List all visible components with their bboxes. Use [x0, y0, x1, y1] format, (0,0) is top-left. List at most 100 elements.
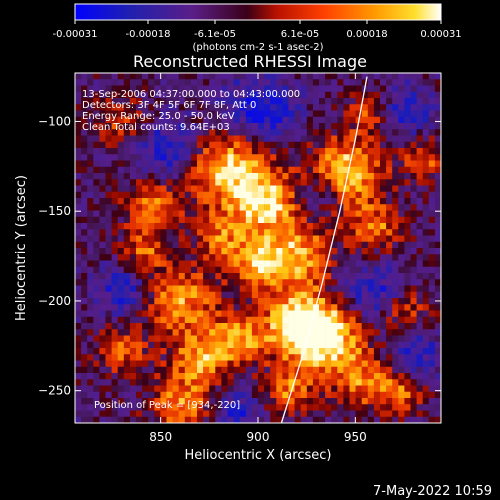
- heatmap-cell: [203, 273, 210, 280]
- heatmap-cell: [343, 79, 350, 86]
- heatmap-cell: [142, 198, 149, 205]
- heatmap-cell: [258, 266, 265, 274]
- heatmap-cell: [111, 166, 118, 174]
- heatmap-cell: [264, 348, 271, 355]
- heatmap-cell: [416, 216, 423, 224]
- heatmap-cell: [81, 123, 88, 130]
- heatmap-cell: [197, 98, 204, 105]
- heatmap-cell: [111, 141, 118, 149]
- heatmap-cell: [136, 91, 143, 99]
- heatmap-cell: [367, 160, 375, 168]
- heatmap-cell: [422, 391, 430, 399]
- heatmap-cell: [361, 360, 369, 368]
- heatmap-cell: [349, 329, 356, 336]
- heatmap-cell: [148, 116, 155, 124]
- heatmap-cell: [398, 304, 405, 311]
- heatmap-cell: [373, 98, 381, 105]
- heatmap-cell: [288, 360, 295, 368]
- heatmap-cell: [300, 91, 308, 99]
- heatmap-cell: [380, 173, 387, 180]
- heatmap-cell: [294, 123, 301, 130]
- heatmap-cell: [75, 73, 82, 80]
- heatmap-cell: [270, 329, 277, 336]
- heatmap-cell: [300, 198, 308, 205]
- heatmap-cell: [380, 191, 387, 199]
- heatmap-cell: [190, 129, 198, 136]
- heatmap-cell: [367, 273, 375, 280]
- heatmap-cell: [172, 266, 179, 274]
- heatmap-cell: [203, 410, 210, 418]
- heatmap-cell: [111, 123, 118, 130]
- heatmap-cell: [93, 91, 100, 99]
- heatmap-cell: [105, 398, 112, 405]
- heatmap-cell: [123, 129, 131, 136]
- heatmap-cell: [93, 198, 100, 205]
- heatmap-cell: [166, 373, 173, 380]
- heatmap-cell: [367, 241, 375, 249]
- heatmap-cell: [251, 210, 259, 218]
- heatmap-cell: [300, 260, 308, 268]
- heatmap-cell: [160, 98, 167, 105]
- heatmap-cell: [221, 141, 228, 149]
- heatmap-cell: [422, 79, 430, 86]
- heatmap-cell: [245, 341, 253, 349]
- heatmap-cell: [337, 329, 344, 336]
- heatmap-cell: [154, 354, 161, 361]
- heatmap-cell: [166, 241, 173, 249]
- heatmap-cell: [373, 379, 381, 386]
- heatmap-cell: [239, 379, 247, 386]
- heatmap-cell: [245, 79, 253, 86]
- heatmap-cell: [111, 273, 118, 280]
- heatmap-cell: [233, 135, 240, 143]
- heatmap-cell: [215, 298, 222, 305]
- heatmap-cell: [288, 148, 295, 155]
- heatmap-cell: [221, 298, 228, 305]
- heatmap-cell: [209, 91, 216, 99]
- heatmap-cell: [294, 104, 301, 111]
- heatmap-cell: [282, 241, 289, 249]
- heatmap-cell: [99, 335, 106, 343]
- heatmap-cell: [282, 223, 289, 230]
- heatmap-cell: [87, 141, 94, 149]
- heatmap-cell: [306, 235, 314, 243]
- heatmap-cell: [209, 260, 216, 268]
- heatmap-cell: [422, 341, 430, 349]
- heatmap-cell: [300, 416, 308, 424]
- heatmap-cell: [123, 104, 131, 111]
- heatmap-cell: [343, 229, 350, 236]
- heatmap-cell: [392, 391, 399, 399]
- heatmap-cell: [270, 335, 277, 343]
- heatmap-cell: [197, 298, 204, 305]
- heatmap-cell: [312, 398, 320, 405]
- heatmap-cell: [373, 291, 381, 299]
- heatmap-cell: [306, 241, 314, 249]
- heatmap-cell: [233, 379, 240, 386]
- heatmap-cell: [129, 373, 137, 380]
- heatmap-cell: [215, 116, 222, 124]
- heatmap-cell: [312, 129, 320, 136]
- heatmap-cell: [337, 416, 344, 424]
- heatmap-cell: [404, 404, 411, 411]
- heatmap-cell: [148, 73, 155, 80]
- heatmap-cell: [312, 210, 320, 218]
- heatmap-cell: [178, 179, 186, 186]
- heatmap-cell: [319, 410, 326, 418]
- heatmap-cell: [386, 141, 393, 149]
- heatmap-cell: [349, 366, 356, 374]
- heatmap-cell: [221, 229, 228, 236]
- heatmap-cell: [361, 154, 369, 161]
- heatmap-cell: [184, 148, 192, 155]
- heatmap-cell: [343, 410, 350, 418]
- heatmap-cell: [117, 154, 125, 161]
- heatmap-cell: [209, 329, 216, 336]
- heatmap-cell: [221, 185, 228, 193]
- heatmap-cell: [361, 348, 369, 355]
- heatmap-cell: [111, 116, 118, 124]
- heatmap-cell: [99, 79, 106, 86]
- heatmap-cell: [373, 91, 381, 99]
- heatmap-cell: [75, 360, 82, 368]
- heatmap-cell: [87, 185, 94, 193]
- heatmap-cell: [227, 216, 234, 224]
- heatmap-cell: [129, 354, 137, 361]
- heatmap-cell: [117, 323, 125, 330]
